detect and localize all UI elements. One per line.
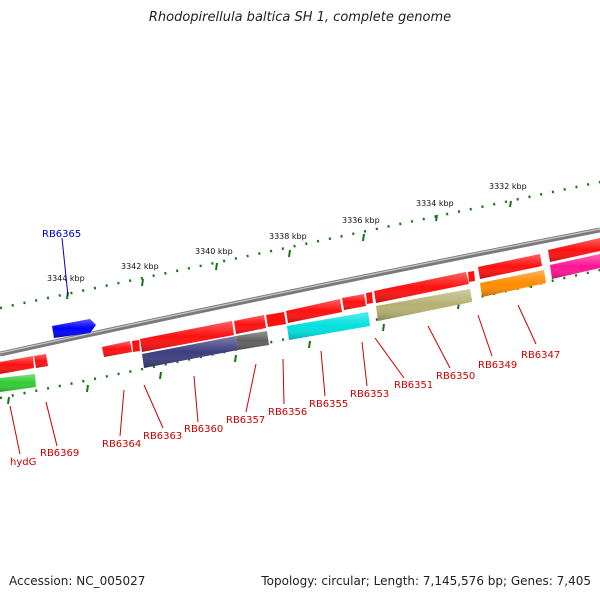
inner-scale-line: [0, 268, 600, 400]
scale-label: 3342 kbp: [121, 262, 159, 271]
forward-genes-row1[interactable]: [0, 238, 600, 374]
gene-label: RB6369: [40, 448, 79, 459]
genome-title: Rhodopirellula baltica SH 1, complete ge…: [148, 10, 452, 25]
genome-backbone: [0, 227, 600, 357]
genome-summary: Topology: circular; Length: 7,145,576 bp…: [261, 574, 591, 588]
genome-backbone-highlight: [0, 228, 600, 354]
scale-label: 3334 kbp: [416, 199, 454, 208]
outer-major-ticks: [66, 200, 512, 300]
gene-label: hydG: [10, 457, 36, 468]
gene-label: RB6365: [42, 229, 81, 240]
label-leader-lines: [9, 237, 537, 455]
outer-scale-line: [0, 180, 600, 310]
genes-row2[interactable]: [0, 254, 600, 392]
gene-label: RB6357: [226, 415, 265, 426]
gene-label: RB6347: [521, 350, 560, 361]
gene-label: RB6364: [102, 439, 141, 450]
gene-labels: RB6365 hydG RB6369 RB6364 RB6363 RB6360 …: [10, 229, 560, 468]
gene-label: RB6355: [309, 399, 348, 410]
scale-label: 3340 kbp: [195, 247, 233, 256]
gene-label: RB6360: [184, 424, 223, 435]
gene-label: RB6356: [268, 407, 307, 418]
scale-label: 3338 kbp: [269, 232, 307, 241]
gene-label: RB6353: [350, 389, 389, 400]
gene-label: RB6350: [436, 371, 475, 382]
scale-labels: 3332 kbp 3334 kbp 3336 kbp 3338 kbp 3340…: [47, 182, 527, 283]
gene-label: RB6349: [478, 360, 517, 371]
gene-label: RB6363: [143, 431, 182, 442]
gene-label: RB6351: [394, 380, 433, 391]
accession-label: Accession: NC_005027: [9, 574, 146, 588]
gene-RB6365[interactable]: [52, 319, 96, 338]
scale-label: 3332 kbp: [489, 182, 527, 191]
scale-label: 3336 kbp: [342, 216, 380, 225]
